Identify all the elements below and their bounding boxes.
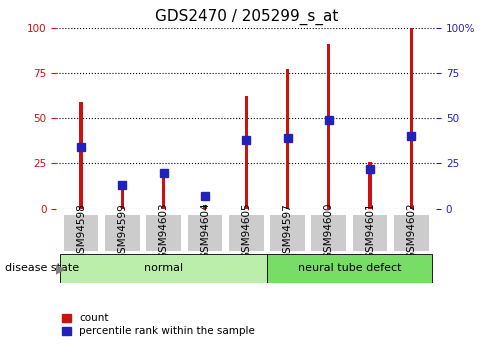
FancyBboxPatch shape (267, 254, 432, 283)
FancyBboxPatch shape (60, 254, 267, 283)
Text: GSM94602: GSM94602 (406, 203, 416, 259)
Text: GSM94597: GSM94597 (283, 203, 293, 259)
FancyBboxPatch shape (353, 215, 388, 251)
FancyBboxPatch shape (105, 215, 140, 251)
Text: disease state: disease state (5, 264, 79, 273)
Text: GSM94598: GSM94598 (76, 203, 86, 259)
FancyBboxPatch shape (64, 215, 98, 251)
FancyBboxPatch shape (147, 215, 181, 251)
Text: normal: normal (144, 263, 183, 273)
Bar (203, 205, 207, 209)
FancyBboxPatch shape (229, 215, 264, 251)
FancyBboxPatch shape (270, 215, 305, 251)
Text: GSM94600: GSM94600 (324, 203, 334, 259)
Text: ▶: ▶ (56, 262, 66, 275)
Text: GSM94599: GSM94599 (118, 203, 127, 259)
Bar (410, 28, 413, 209)
Bar (121, 187, 124, 209)
Legend: count, percentile rank within the sample: count, percentile rank within the sample (62, 313, 255, 336)
FancyBboxPatch shape (394, 215, 429, 251)
Text: GSM94605: GSM94605 (241, 203, 251, 259)
Bar (327, 44, 330, 209)
Text: GSM94601: GSM94601 (365, 203, 375, 259)
Text: neural tube defect: neural tube defect (297, 263, 401, 273)
Bar (286, 69, 289, 209)
Bar (162, 171, 165, 209)
Title: GDS2470 / 205299_s_at: GDS2470 / 205299_s_at (154, 9, 338, 25)
FancyBboxPatch shape (188, 215, 222, 251)
FancyBboxPatch shape (312, 215, 346, 251)
Text: GSM94603: GSM94603 (159, 203, 169, 259)
Bar (368, 161, 372, 209)
Bar (245, 96, 248, 209)
Bar (79, 102, 83, 209)
Text: GSM94604: GSM94604 (200, 203, 210, 259)
